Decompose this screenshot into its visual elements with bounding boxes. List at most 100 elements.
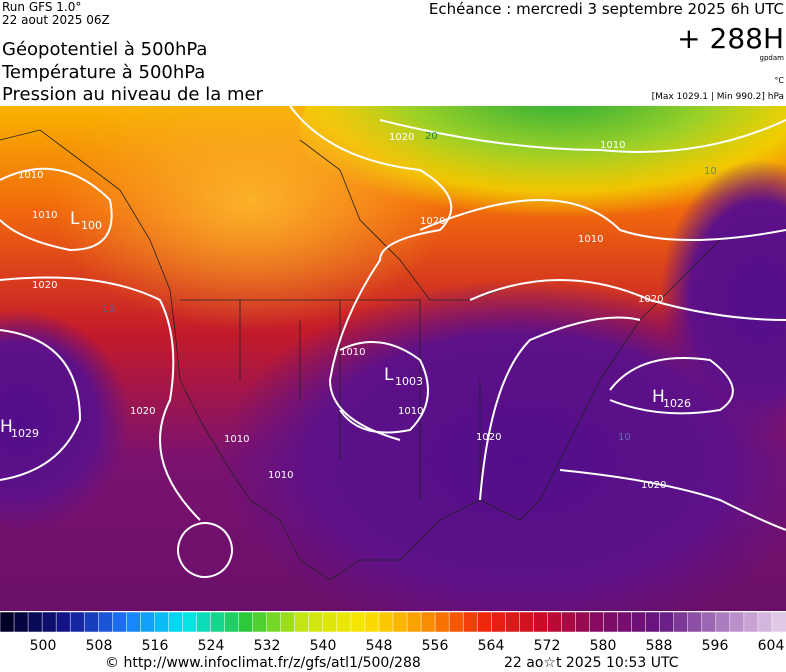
colorbar-label: 564 <box>478 638 505 654</box>
color-swatch <box>83 611 100 633</box>
color-swatch <box>406 611 422 633</box>
contour-label: 1010 <box>224 434 249 445</box>
color-swatch <box>462 611 478 633</box>
center-value: 1026 <box>663 397 691 410</box>
colorbar-label: 516 <box>142 638 169 654</box>
color-swatch <box>238 611 254 633</box>
color-swatch <box>41 611 57 633</box>
contour-label: 10 <box>618 432 631 443</box>
color-swatch <box>491 611 507 633</box>
center-value: 1029 <box>11 427 39 440</box>
colorbar-label: 532 <box>254 638 281 654</box>
color-swatch <box>448 611 464 633</box>
title-line: Pression au niveau de la mer <box>2 84 264 105</box>
colorbar: 500 508 516 524 532 540 548 556 564 572 580 588 596 6… <box>0 611 786 654</box>
title-line: Température à 500hPa <box>1 62 205 83</box>
center-value: 100 <box>81 219 102 232</box>
color-swatch <box>266 611 282 633</box>
contour-label: 1010 <box>578 234 603 245</box>
color-swatch <box>617 611 633 633</box>
color-swatch <box>434 611 450 633</box>
colorbar-label: 588 <box>646 638 673 654</box>
colorbar-label: 540 <box>310 638 337 654</box>
color-swatch <box>589 611 605 633</box>
color-swatch <box>350 611 366 633</box>
colorbar-label: 596 <box>702 638 729 654</box>
color-swatch <box>13 611 29 633</box>
contour-label: 1010 <box>32 210 57 221</box>
contour-label: 1010 <box>18 170 43 181</box>
color-swatch <box>55 611 71 633</box>
color-swatch <box>715 611 731 633</box>
colorbar-label: 580 <box>590 638 617 654</box>
run-label: Run GFS 1.0° <box>2 0 81 14</box>
color-swatch <box>771 611 786 633</box>
echeance: Echéance : mercredi 3 septembre 2025 6h … <box>429 0 784 18</box>
color-swatch <box>364 611 380 633</box>
color-swatch <box>196 611 212 633</box>
color-swatch <box>126 611 142 633</box>
contour-label: 1010 <box>600 140 625 151</box>
contour-label: 10 <box>704 166 717 177</box>
color-swatch <box>673 611 689 633</box>
color-swatch <box>476 611 493 633</box>
color-swatch <box>182 611 198 633</box>
color-swatch <box>420 611 436 633</box>
lead-time: + 288H <box>677 22 784 55</box>
color-swatch <box>154 611 170 633</box>
color-swatch <box>322 611 338 633</box>
contour-label: 20 <box>425 131 438 142</box>
color-swatch <box>659 611 675 633</box>
color-swatch <box>645 611 661 633</box>
color-swatch <box>519 611 535 633</box>
contour-label: 1010 <box>268 470 293 481</box>
contour-label: 1020 <box>130 406 155 417</box>
color-swatch <box>112 611 128 633</box>
contour-label: 1020 <box>420 216 445 227</box>
color-swatch <box>378 611 394 633</box>
colorbar-label: 604 <box>758 638 785 654</box>
center-value: 1003 <box>395 375 423 388</box>
footer-time: 22 ao☆t 2025 10:53 UTC <box>504 655 679 671</box>
contour-label: 1020 <box>476 432 501 443</box>
color-swatch <box>98 611 114 633</box>
color-swatch <box>224 611 240 633</box>
color-swatch <box>757 611 773 633</box>
color-swatch <box>701 611 717 633</box>
center-letter: H <box>652 387 665 407</box>
run-date: 22 aout 2025 06Z <box>2 13 110 27</box>
color-swatch <box>210 611 226 633</box>
footer-url: © http://www.infoclimat.fr/z/gfs/atl1/50… <box>105 655 421 671</box>
color-swatch <box>252 611 268 633</box>
colorbar-label: 548 <box>366 638 393 654</box>
contour-label: 1020 <box>389 132 414 143</box>
color-swatch <box>547 611 563 633</box>
contour-label: 1010 <box>340 347 365 358</box>
color-swatch <box>603 611 619 633</box>
color-swatch <box>27 611 43 633</box>
center-letter: H <box>0 417 13 437</box>
map: 1020 201020101010101020101010101010101010… <box>0 106 786 611</box>
color-swatch <box>308 611 324 633</box>
color-swatch <box>533 611 549 633</box>
color-swatch <box>69 611 85 633</box>
color-swatch <box>743 611 759 633</box>
contour-label: 1020 <box>32 280 57 291</box>
color-swatch <box>561 611 577 633</box>
color-swatch <box>140 611 156 633</box>
color-swatch <box>631 611 647 633</box>
pressure-range: [Max 1029.1 | Min 990.2] hPa <box>652 92 784 102</box>
center-letter: L <box>70 209 80 229</box>
center-letter: L <box>384 365 394 385</box>
color-swatch <box>280 611 296 633</box>
colorbar-label: 524 <box>198 638 225 654</box>
color-swatch <box>294 611 310 633</box>
colorbar-label: 556 <box>422 638 449 654</box>
color-swatch <box>505 611 521 633</box>
contour-label: 1020 <box>641 480 666 491</box>
color-swatch <box>687 611 703 633</box>
title-line: Géopotentiel à 500hPa <box>2 39 207 60</box>
color-swatch <box>575 611 591 633</box>
colorbar-label: 572 <box>534 638 561 654</box>
